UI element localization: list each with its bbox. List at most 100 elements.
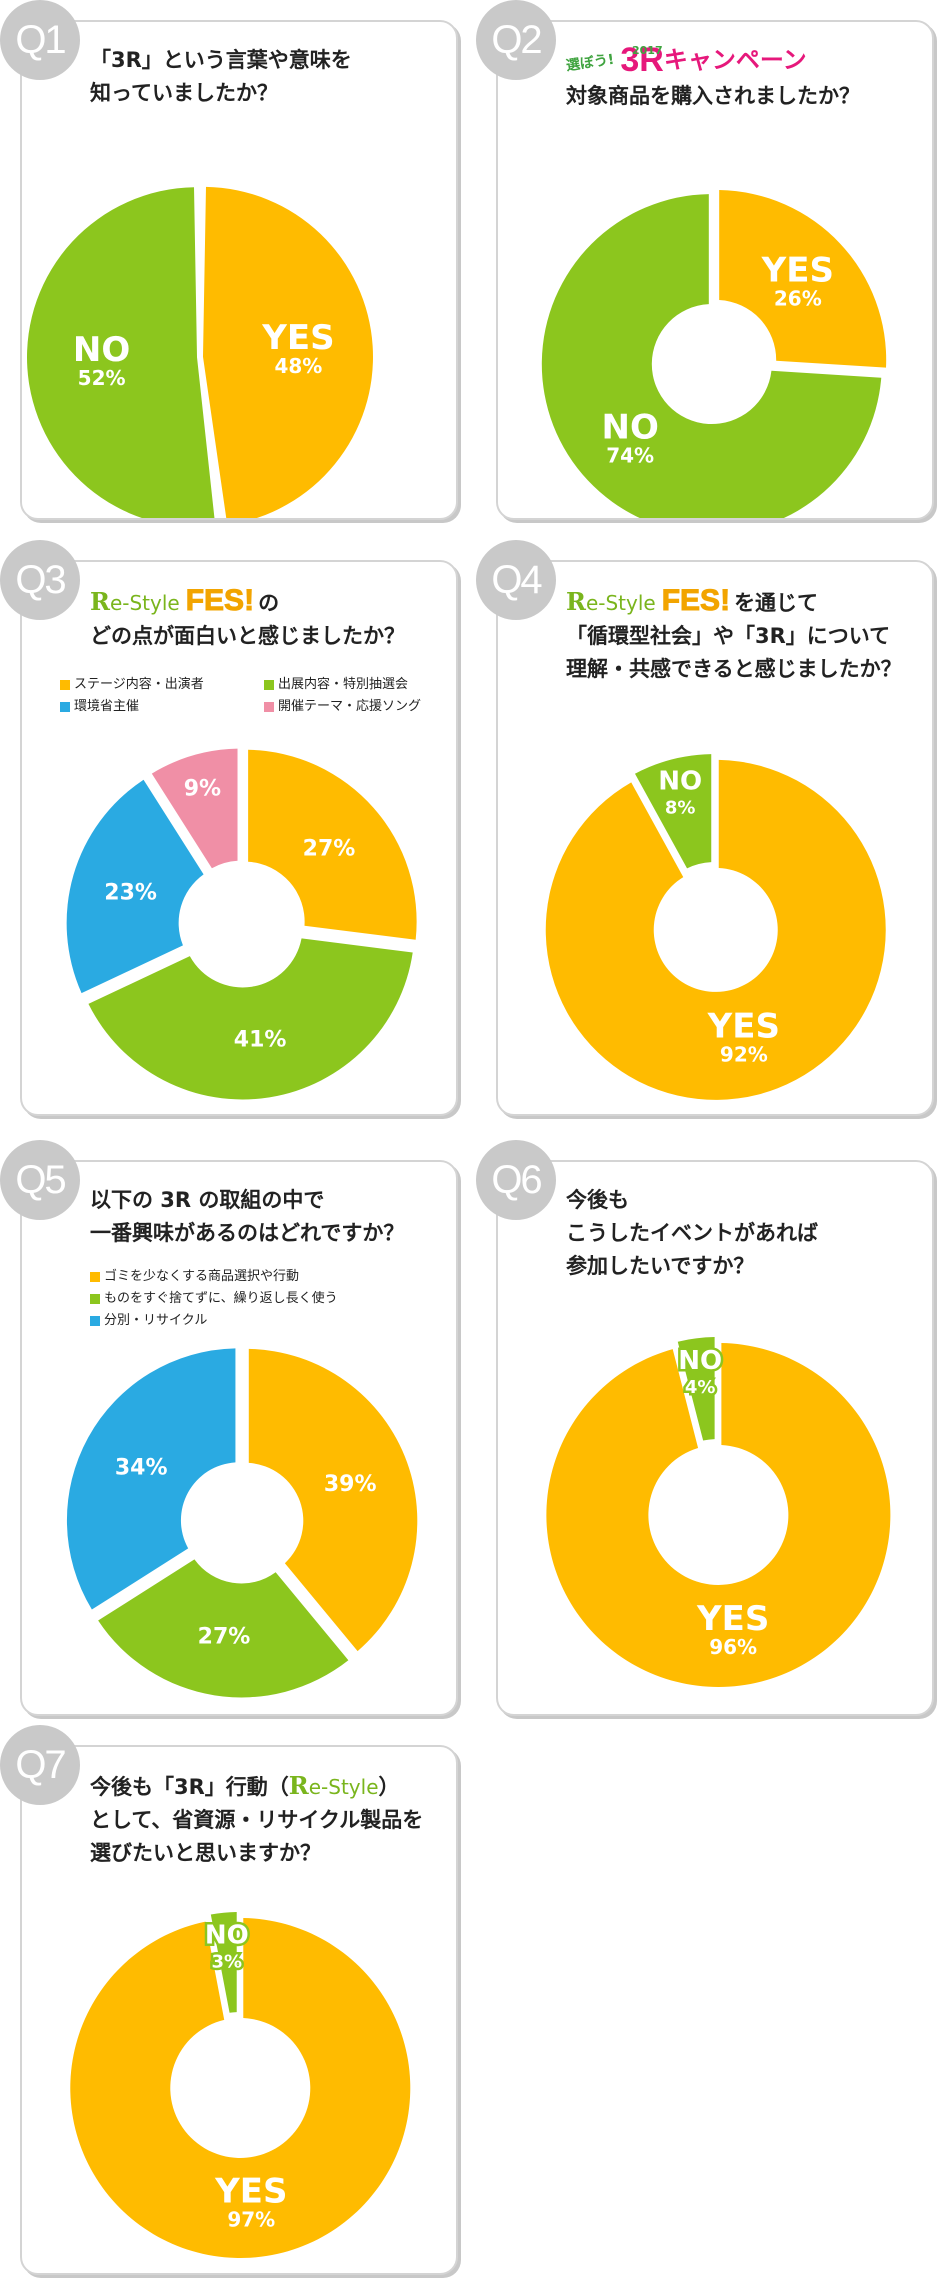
q2-category-label-0: YES bbox=[761, 250, 834, 290]
campaign-3r: 3R bbox=[620, 41, 664, 79]
legend-label: ゴミを少なくする商品選択や行動 bbox=[104, 1269, 300, 1284]
q3-question-suffix: の bbox=[258, 591, 280, 615]
q6-card: 今後も こうしたイベントがあれば 参加したいですか？ YES 96% NO 4% bbox=[496, 1160, 934, 1716]
q4-category-label-1: NO bbox=[658, 766, 702, 796]
fes-text: FES! bbox=[185, 584, 255, 618]
q5-slice-1 bbox=[98, 1559, 349, 1698]
q7-question-line-2: として、省資源・リサイクル製品を bbox=[90, 1808, 424, 1832]
q3-slice-label-1: 41% bbox=[234, 1028, 287, 1053]
q3-legend-item: 環境省主催 bbox=[60, 696, 248, 718]
q3-slice-label-2: 23% bbox=[104, 881, 157, 906]
q1-question: 「3R」という言葉や意味を 知っていましたか？ bbox=[90, 44, 442, 110]
re-style-text: e-Style bbox=[109, 591, 180, 615]
legend-swatch bbox=[90, 1272, 100, 1282]
q3-legend-item: 出展内容・特別抽選会 bbox=[264, 674, 408, 696]
q5-slice-0 bbox=[248, 1348, 418, 1652]
legend-swatch bbox=[60, 680, 70, 690]
q3-slice-2 bbox=[66, 779, 204, 994]
q5-slice-label-0: 39% bbox=[324, 1472, 377, 1497]
q3-slice-3 bbox=[151, 748, 238, 869]
q1-badge: Q1 bbox=[0, 0, 80, 80]
q4-slice-label-1: NO8% bbox=[656, 764, 705, 821]
q3-legend-item: ステージ内容・出演者 bbox=[60, 674, 248, 696]
q5-legend-item: 分別・リサイクル bbox=[90, 1310, 207, 1332]
q1-value-label-0: 48% bbox=[274, 354, 322, 378]
q3-chart: 27% 41% 23% 9% bbox=[66, 748, 417, 1100]
q5-legend-item: ゴミを少なくする商品選択や行動 bbox=[90, 1266, 299, 1288]
q6-value-label-1: 4% bbox=[685, 1377, 716, 1398]
re-style-mark: R bbox=[288, 1771, 309, 1800]
legend-swatch bbox=[264, 680, 274, 690]
q2-question-line-1: 対象商品を購入されましたか？ bbox=[566, 84, 860, 108]
q3-legend-item: 開催テーマ・応援ソング bbox=[264, 696, 421, 718]
q2-value-label-0: 26% bbox=[774, 286, 822, 310]
q4-value-label-1: 8% bbox=[665, 797, 696, 818]
q3-badge: Q3 bbox=[0, 540, 80, 620]
q1-card: 「3R」という言葉や意味を 知っていましたか？ YES 48% NO 52% bbox=[20, 20, 458, 520]
legend-swatch bbox=[90, 1316, 100, 1326]
re-style-text: e-Style bbox=[585, 591, 656, 615]
q2-question: 選ぼう! 2017 3R キャンペーン 対象商品を購入されましたか？ bbox=[565, 36, 918, 113]
legend-swatch bbox=[60, 702, 70, 712]
q2-slice-0 bbox=[719, 189, 887, 368]
q6-question-line-3: 参加したいですか？ bbox=[566, 1254, 755, 1278]
q1-value-label-1: 52% bbox=[78, 366, 126, 390]
q5-question-line-2: 一番興味があるのはどれですか？ bbox=[90, 1221, 405, 1245]
legend-label: 分別・リサイクル bbox=[104, 1313, 208, 1328]
q3-question-line-2: どの点が面白いと感じましたか？ bbox=[90, 624, 405, 648]
q6-question-line-1: 今後も bbox=[566, 1188, 629, 1212]
q5-value-label-0: 39% bbox=[324, 1472, 377, 1497]
q7-value-label-1: 3% bbox=[212, 1952, 243, 1973]
q6-badge: Q6 bbox=[476, 1140, 556, 1220]
q4-question-suffix: を通じて bbox=[734, 591, 819, 615]
q6-question: 今後も こうしたイベントがあれば 参加したいですか？ bbox=[566, 1184, 918, 1283]
q7-question-close: ） bbox=[378, 1775, 400, 1799]
q2-category-label-1: NO bbox=[601, 408, 658, 448]
fes-text: FES! bbox=[661, 584, 731, 618]
q6-category-label-1: NO bbox=[678, 1346, 722, 1376]
q7-slice-label-1: NO3% bbox=[202, 1918, 251, 1975]
q3-value-label-3: 9% bbox=[184, 777, 221, 802]
q5-value-label-1: 27% bbox=[198, 1625, 251, 1650]
campaign-logo: 選ぼう! 2017 3R キャンペーン bbox=[565, 36, 918, 80]
q3-slice-1 bbox=[88, 938, 413, 1100]
q1-category-label-0: YES bbox=[261, 318, 334, 358]
re-style-text: e-Style bbox=[308, 1775, 379, 1799]
q7-slice-1 bbox=[210, 1912, 237, 2013]
q7-category-label-1: NO bbox=[205, 1921, 249, 1951]
legend-swatch bbox=[264, 702, 274, 712]
q7-category-label-0: YES bbox=[214, 2171, 287, 2211]
campaign-year: 2017 bbox=[632, 44, 663, 57]
q1-slice-0 bbox=[202, 186, 373, 518]
q5-slice-2 bbox=[66, 1348, 236, 1610]
q3-slice-0 bbox=[248, 749, 417, 940]
q7-value-label-0: 97% bbox=[227, 2207, 275, 2231]
q5-legend-item: ものをすぐ捨てずに、繰り返し長く使う bbox=[90, 1288, 338, 1310]
q4-question-line-3: 理解・共感できると感じましたか？ bbox=[566, 657, 902, 681]
q5-chart: 39% 27% 34% bbox=[66, 1348, 418, 1698]
q3-slice-label-0: 27% bbox=[303, 836, 356, 861]
q4-slice-1 bbox=[634, 754, 712, 869]
q4-question-line-2: 「循環型社会」や「3R」について bbox=[566, 624, 891, 648]
q1-question-line-2: 知っていましたか？ bbox=[90, 81, 278, 105]
q5-card: 以下の 3R の取組の中で 一番興味があるのはどれですか？ ゴミを少なくする商品… bbox=[20, 1160, 458, 1716]
q3-legend: ステージ内容・出演者 出展内容・特別抽選会 環境省主催 開催テーマ・応援ソング bbox=[60, 674, 446, 718]
q3-value-label-1: 41% bbox=[234, 1028, 287, 1053]
q3-slice-label-3: 9% bbox=[184, 777, 221, 802]
